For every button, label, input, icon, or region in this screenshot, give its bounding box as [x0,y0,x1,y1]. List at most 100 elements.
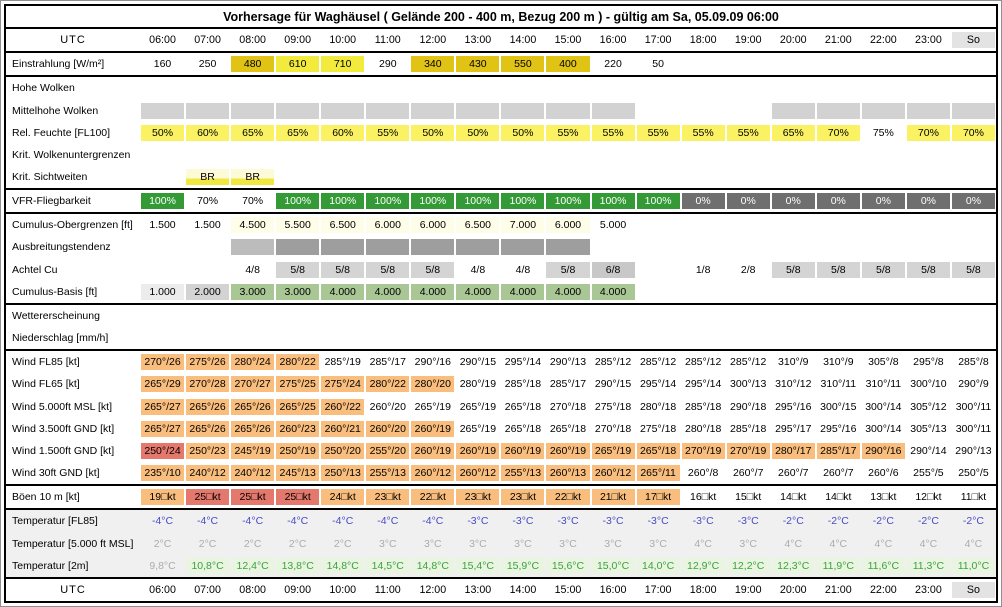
ausbreitungstendenz-09:00 [275,236,320,258]
value-pill: -4°C [377,515,399,528]
temperatur-fl85-18:00: -3°C [681,510,726,532]
temperatur-fl85-20:00: -2°C [771,510,816,532]
mittelhohe-wolken-20:00 [771,99,816,121]
value-pill: 290°/18 [730,400,767,413]
utc-top-So: So [951,29,996,51]
vfr-fliegbarkeit-18:00: 0% [681,190,726,212]
wind-3500ft-gnd-09:00: 260°/23 [275,418,320,440]
row-label-mittelhohe-wolken: Mittelhohe Wolken [12,104,99,117]
krit-sichtweiten-16:00 [591,166,636,188]
value-pill: 2.000 [186,283,230,300]
einstrahlung-19:00 [726,53,771,75]
cumulus-obergrenzen-08:00: 4.500 [230,214,275,236]
value-pill: 15,9°C [501,557,545,574]
value-pill: 285°/17 [816,442,860,459]
wind-3500ft-gnd-11:00: 260°/20 [365,418,410,440]
value-pill: 265°/27 [141,398,185,415]
value-pill: 2°C [333,537,352,550]
krit-wolkenuntergrenzen-13:00 [455,144,500,166]
wettererscheinung-13:00 [455,305,500,327]
value-pill: 270°/18 [594,422,632,435]
krit-sichtweiten-11:00 [365,166,410,188]
utc-bottom-14:00: 14:00 [500,579,545,601]
value-pill: 275°/24 [321,376,365,393]
wind-3500ft-gnd-16:00: 270°/18 [591,418,636,440]
krit-sichtweiten-10:00 [320,166,365,188]
value-pill: 265°/18 [549,422,587,435]
value-pill: 4.000 [546,283,590,300]
wind-3500ft-gnd-08:00: 265°/26 [230,418,275,440]
value-pill: -3°C [602,515,624,528]
krit-wolkenuntergrenzen-21:00 [816,144,861,166]
value-pill: 295°/14 [684,378,722,391]
krit-wolkenuntergrenzen-17:00 [636,144,681,166]
achtel-cu-18:00: 1/8 [681,259,726,281]
value-pill: 4.000 [411,283,455,300]
value-pill: 285°/8 [958,356,989,369]
value-pill: 22:00 [869,34,897,47]
temperatur-fl85-12:00: -4°C [410,510,455,532]
vfr-fliegbarkeit-09:00: 100% [275,190,320,212]
temperatur-5000ft-msl-13:00: 3°C [455,532,500,554]
vfr-fliegbarkeit-16:00: 100% [591,190,636,212]
mittelhohe-wolken-09:00 [275,99,320,121]
ausbreitungstendenz-So [951,236,996,258]
value-pill [411,102,455,119]
temperatur-fl85-23:00: -2°C [906,510,951,532]
value-pill: 12,4°C [231,557,275,574]
row-wind-fl85: Wind FL85 [kt] 270°/26 275°/26 280°/24 280°/… [6,351,996,374]
niederschlag-06:00 [140,327,185,349]
rel-feuchte-19:00: 55% [726,122,771,144]
wind-fl85-21:00: 310°/9 [816,351,861,373]
value-pill: 5/8 [816,261,860,278]
cumulus-obergrenzen-13:00: 6.500 [455,214,500,236]
cumulus-obergrenzen-10:00: 6.500 [320,214,365,236]
value-pill: 280°/17 [771,442,815,459]
value-pill: -2°C [962,515,985,528]
value-pill: 295°/14 [504,356,542,369]
achtel-cu-14:00: 4/8 [500,259,545,281]
value-pill: 340 [411,56,455,73]
boeen-10m-18:00: 16□kt [681,486,726,508]
wind-5000ft-msl-So: 300°/11 [951,396,996,418]
wind-3500ft-gnd-23:00: 305°/13 [906,418,951,440]
cumulus-obergrenzen-17:00 [636,214,681,236]
achtel-cu-15:00: 5/8 [545,259,590,281]
wind-30ft-gnd-15:00: 260°/13 [545,462,590,484]
value-pill: 265°/26 [186,398,230,415]
value-pill: -2°C [827,515,849,528]
value-pill: 280°/24 [231,354,275,371]
krit-wolkenuntergrenzen-06:00 [140,144,185,166]
temperatur-fl85-22:00: -2°C [861,510,906,532]
wind-30ft-gnd-19:00: 260°/7 [726,462,771,484]
hohe-wolken-15:00 [545,77,590,99]
vfr-fliegbarkeit-11:00: 100% [365,190,410,212]
value-pill: 300°/14 [865,400,902,413]
value-pill: 4.000 [501,283,545,300]
cumulus-basis-14:00: 4.000 [500,281,545,303]
value-pill: 0% [771,193,815,210]
value-pill: 285°/17 [549,378,587,391]
hohe-wolken-09:00 [275,77,320,99]
temperatur-2m-11:00: 14,5°C [365,555,410,577]
hohe-wolken-11:00 [365,77,410,99]
wind-fl85-15:00: 290°/13 [545,351,590,373]
rel-feuchte-08:00: 65% [230,122,275,144]
row-temperatur-5000ft-msl: Temperatur [5.000 ft MSL] 2°C 2°C 2°C 2°C 2°C… [6,532,996,555]
einstrahlung-09:00: 610 [275,53,320,75]
value-pill: 610 [276,56,320,73]
niederschlag-11:00 [365,327,410,349]
wind-fl85-18:00: 285°/12 [681,351,726,373]
niederschlag-15:00 [545,327,590,349]
einstrahlung-16:00: 220 [591,53,636,75]
value-pill: 6.500 [321,217,365,234]
hohe-wolken-18:00 [681,77,726,99]
wind-30ft-gnd-13:00: 260°/12 [455,462,500,484]
cumulus-obergrenzen-So [951,214,996,236]
wind-1500ft-gnd-16:00: 265°/19 [591,440,636,462]
temperatur-fl85-16:00: -3°C [591,510,636,532]
temperatur-2m-12:00: 14,8°C [410,555,455,577]
ausbreitungstendenz-15:00 [545,236,590,258]
value-pill: 3°C [514,537,532,550]
